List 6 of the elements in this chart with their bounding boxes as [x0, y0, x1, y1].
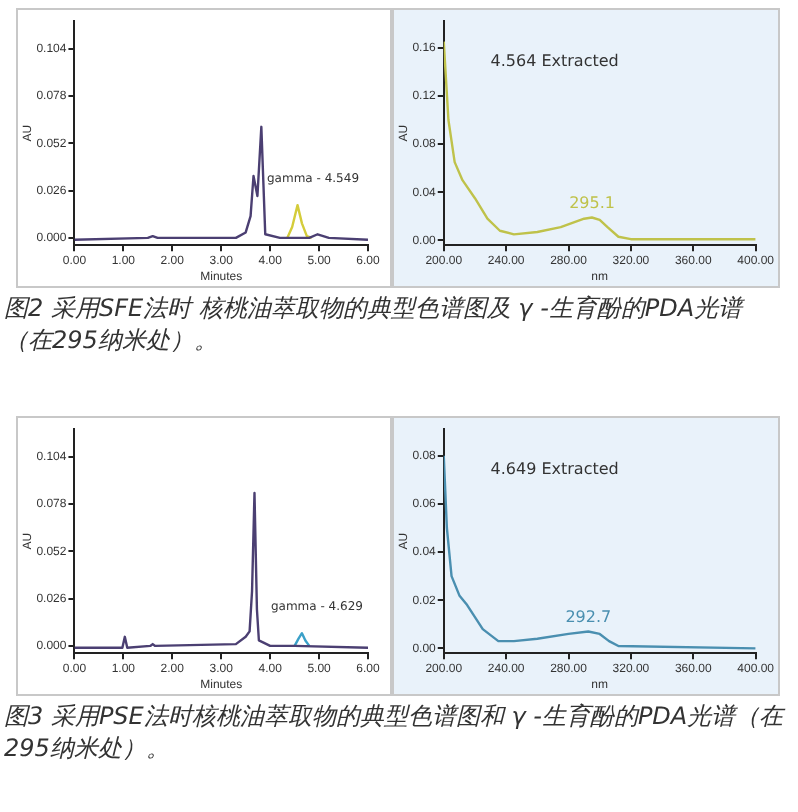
caption: 图3 采用PSE法时核桃油萃取物的典型色谱图和 γ -生育酚的PDA光谱（在295纳米处）。	[4, 700, 788, 764]
caption: 图2 采用SFE法时 核桃油萃取物的典型色谱图及 γ -生育酚的PDA光谱（在295纳米处）。	[4, 292, 747, 356]
text: 4.564 Extracted	[490, 51, 619, 70]
annotation: 295.1	[569, 193, 615, 212]
annotation: 292.7	[565, 607, 612, 626]
text: 4.649 Extracted	[490, 459, 619, 478]
